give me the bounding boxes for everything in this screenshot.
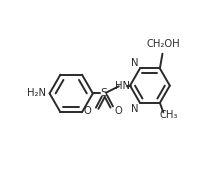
Text: O: O	[115, 106, 123, 116]
Text: O: O	[84, 106, 91, 116]
Text: CH₂OH: CH₂OH	[147, 39, 180, 48]
Text: N: N	[131, 104, 139, 114]
Text: N: N	[131, 58, 139, 67]
Text: HN: HN	[115, 81, 130, 91]
Text: H₂N: H₂N	[27, 88, 46, 98]
Text: CH₃: CH₃	[159, 110, 178, 120]
Text: S: S	[100, 88, 107, 98]
